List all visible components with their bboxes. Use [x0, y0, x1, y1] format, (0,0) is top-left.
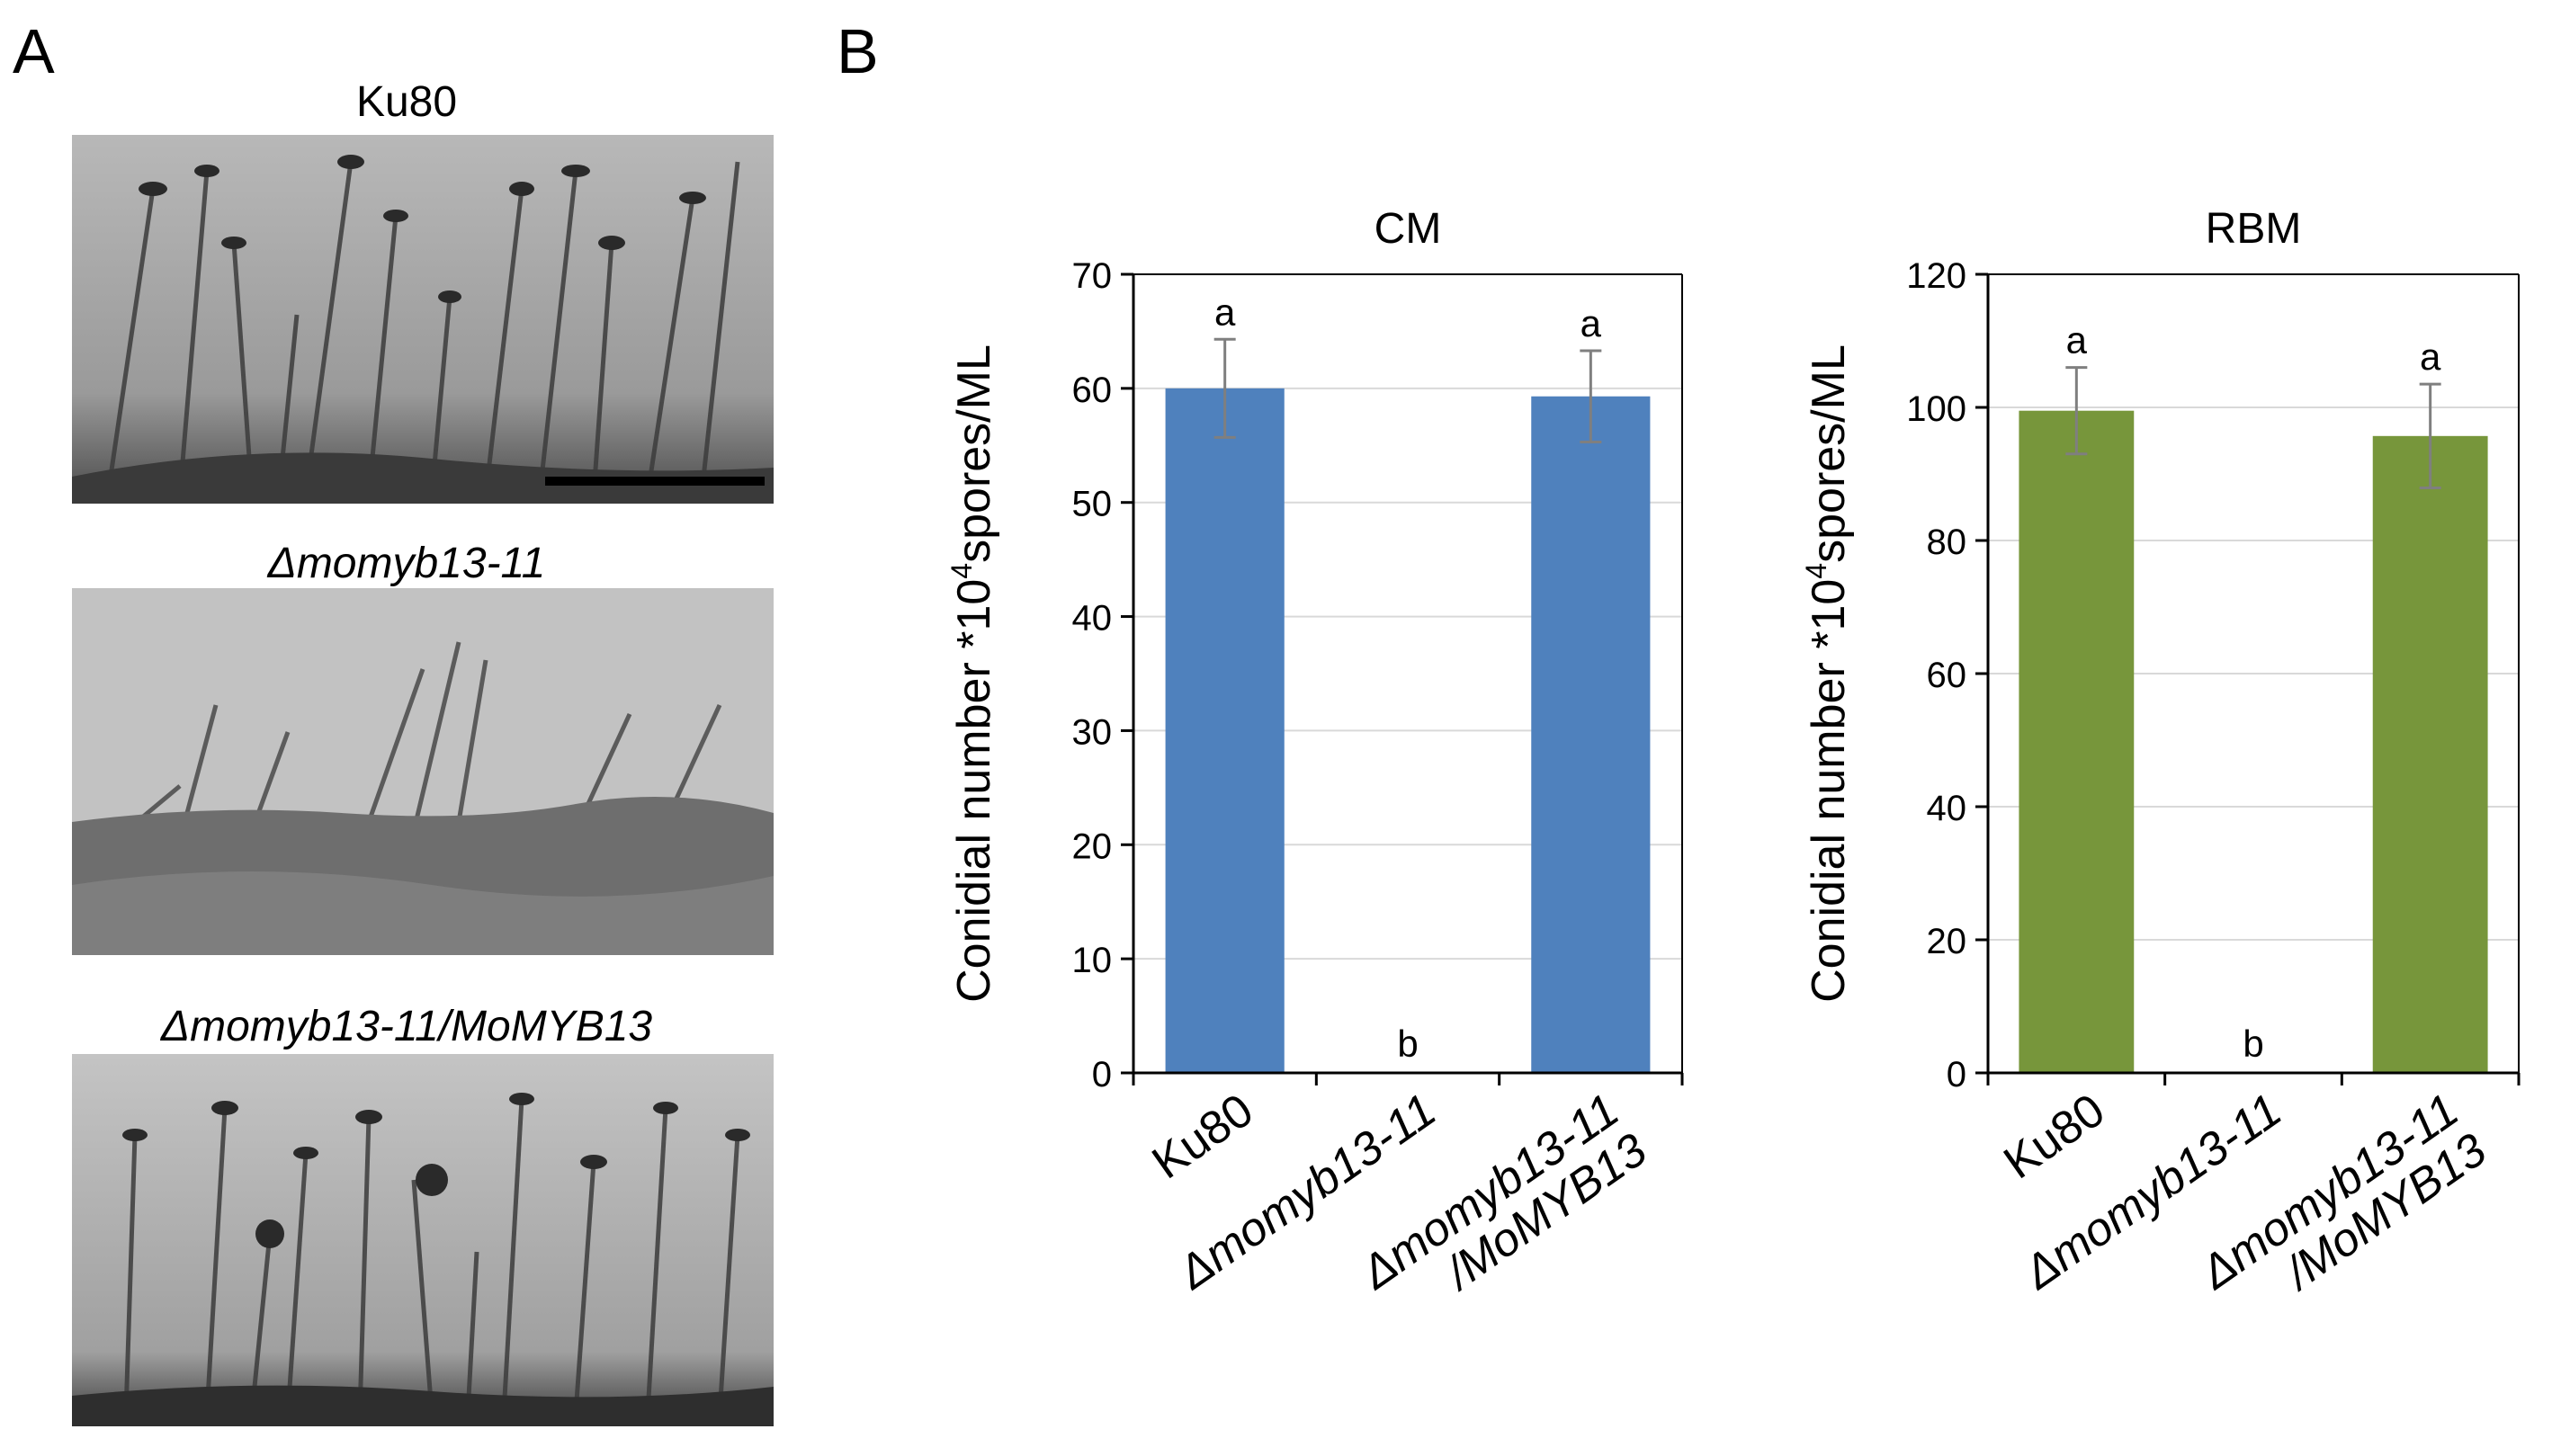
y-tick-label: 30 [1072, 712, 1113, 752]
y-axis-label: Conidial number *104spores/ML [1800, 344, 1855, 1003]
x-tick-label: Ku80 [1994, 1084, 2114, 1189]
chart-title: CM [1375, 205, 1442, 253]
y-tick-label: 60 [1072, 371, 1113, 410]
image-label-mutant: Δmomyb13-11 [267, 540, 546, 587]
y-tick-label: 20 [1072, 826, 1113, 866]
significance-letter: a [1214, 290, 1236, 333]
y-tick-label: 100 [1906, 389, 1966, 429]
y-tick-label: 40 [1072, 599, 1113, 639]
y-tick-label: 10 [1072, 941, 1113, 980]
y-axis-label-main: Conidial number *10 [948, 579, 1000, 1003]
significance-letter: a [1581, 302, 1602, 344]
y-tick-label: 50 [1072, 485, 1113, 524]
y-tick-label: 80 [1927, 523, 1967, 562]
y-axis-label-unit: spores/ML [948, 344, 1000, 563]
y-tick-label: 0 [1092, 1055, 1112, 1094]
significance-letter: b [1397, 1023, 1418, 1065]
bar [1531, 396, 1651, 1073]
y-tick-label: 20 [1927, 922, 1967, 961]
bar [2372, 435, 2488, 1073]
chart-title: RBM [2206, 205, 2302, 253]
image-label-ku80: Ku80 [355, 78, 458, 126]
image-label-complement: Δmomyb13-11/MoMYB13 [160, 1003, 653, 1050]
y-axis-label-unit: spores/ML [1803, 344, 1855, 563]
micrograph-ku80 [72, 135, 774, 504]
y-axis-label-exponent: 4 [945, 563, 978, 579]
y-axis-label-exponent: 4 [1800, 563, 1832, 579]
bar [2019, 410, 2135, 1073]
significance-letter: a [2066, 319, 2088, 362]
y-tick-label: 40 [1927, 789, 1967, 828]
bar [1165, 388, 1285, 1073]
chart-rbm: RBM 0 20 40 60 80 100 120 Conidial number *104sp… [1800, 205, 2521, 1300]
y-tick-label: 120 [1906, 256, 1966, 296]
micrograph-complement [72, 1054, 774, 1426]
chart-cm: CM 0 10 20 30 40 50 60 70 Conidial number *104spo… [945, 205, 1684, 1300]
significance-letter: a [2420, 335, 2441, 378]
y-tick-label: 70 [1072, 256, 1113, 296]
scale-bar [545, 477, 765, 486]
y-tick-label: 60 [1927, 656, 1967, 695]
micrograph-mutant [72, 588, 774, 955]
y-tick-label: 0 [1947, 1055, 1966, 1094]
significance-letter: b [2243, 1023, 2263, 1065]
panel-b-letter: B [837, 16, 879, 86]
y-axis-label: Conidial number *104spores/ML [945, 344, 1000, 1003]
y-axis-label-main: Conidial number *10 [1803, 579, 1855, 1003]
x-tick-label: Ku80 [1143, 1084, 1263, 1189]
panel-a-letter: A [13, 16, 55, 86]
